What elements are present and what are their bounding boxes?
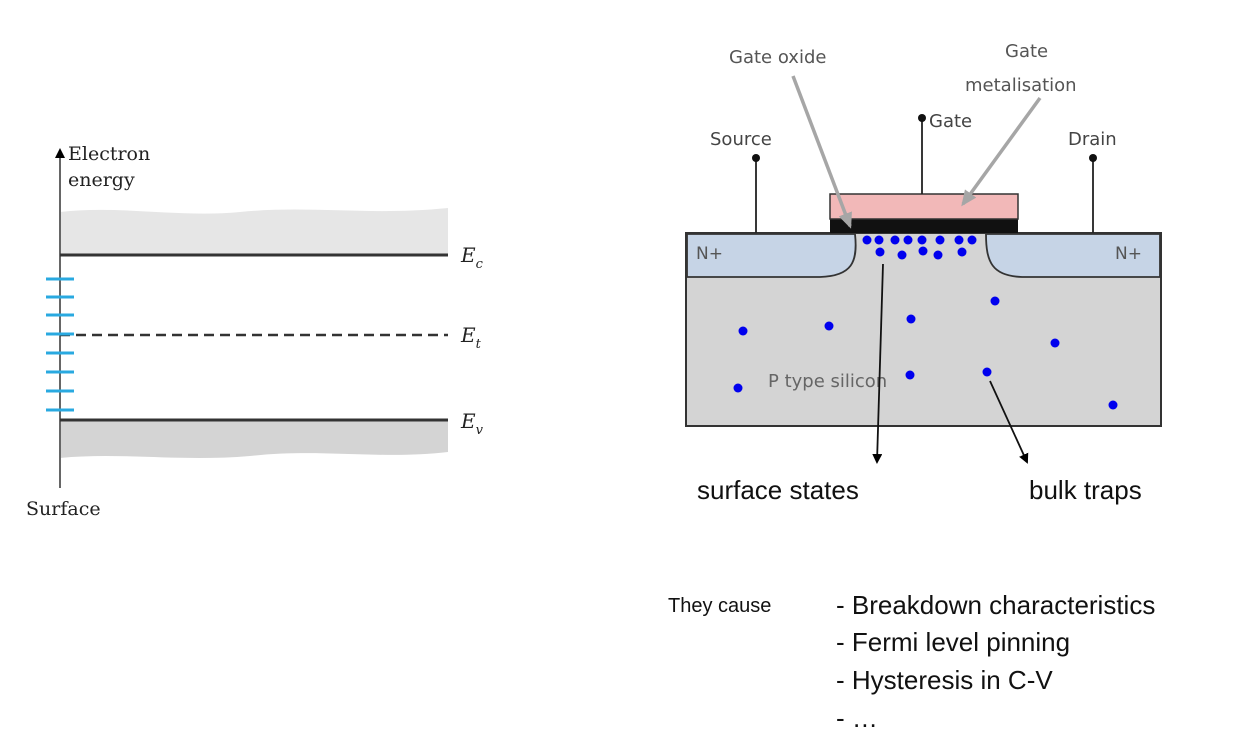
- surface-states-label: surface states: [697, 475, 859, 505]
- gate-metal: [829, 193, 1019, 220]
- surface-state-dot: [957, 247, 967, 257]
- effect-item: - Hysteresis in C-V: [836, 665, 1053, 695]
- n-plus-source-region: [686, 233, 857, 278]
- surface-label: Surface: [26, 498, 101, 520]
- surface-state-dot: [918, 246, 928, 256]
- bulk-trap-dot: [733, 383, 743, 393]
- effects-lead: They cause: [668, 595, 771, 617]
- effect-item: - Breakdown characteristics: [836, 590, 1155, 620]
- bulk-trap-dots: [733, 296, 1118, 410]
- bulk-traps-label: bulk traps: [1029, 475, 1142, 505]
- gate-metal-label-line2: metalisation: [965, 75, 1077, 96]
- surface-state-dot: [862, 235, 872, 245]
- surface-state-dot: [874, 235, 884, 245]
- gate-label: Gate: [929, 111, 972, 132]
- drain-label: Drain: [1068, 129, 1117, 150]
- n-plus-right-label: N+: [1115, 244, 1142, 264]
- bulk-trap-dot: [824, 321, 834, 331]
- bulk-trap-dot: [990, 296, 1000, 306]
- axis-label-line1: Electron: [68, 143, 150, 165]
- surface-state-dot: [935, 235, 945, 245]
- gate-oxide-label: Gate oxide: [729, 47, 826, 68]
- mosfet-diagram: Source Gate Drain Gate oxide Gate metali…: [685, 41, 1162, 505]
- bulk-trap-dot: [738, 326, 748, 336]
- surface-state-dot: [954, 235, 964, 245]
- bulk-trap-dot: [905, 370, 915, 380]
- surface-state-dots: [862, 235, 977, 260]
- n-plus-drain-region: [985, 233, 1161, 278]
- bulk-trap-dot: [1108, 400, 1118, 410]
- drain-terminal: [1089, 154, 1097, 162]
- gate-oxide: [830, 219, 1018, 233]
- valence-band-region: [60, 420, 448, 458]
- surface-state-ticks: [46, 277, 74, 412]
- surface-state-dot: [890, 235, 900, 245]
- surface-state-dot: [897, 250, 907, 260]
- source-terminal: [752, 154, 760, 162]
- gate-oxide-pointer: [791, 75, 852, 229]
- surface-state-dot: [967, 235, 977, 245]
- axis-label-line2: energy: [68, 169, 135, 191]
- substrate-label: P type silicon: [768, 371, 887, 392]
- effect-item: - …: [836, 703, 878, 733]
- surface-state-dot: [933, 250, 943, 260]
- bulk-trap-dot: [982, 367, 992, 377]
- band-diagram: Electron energy Surface Ec Et Ev: [26, 143, 484, 520]
- bulk-traps-pointer: [989, 380, 1029, 464]
- surface-states-pointer: [872, 263, 884, 464]
- effects-list: They cause - Breakdown characteristics -…: [668, 590, 1155, 733]
- surface-state-dot: [917, 235, 927, 245]
- gate-metal-pointer: [961, 96, 1042, 207]
- gate-metal-label-line1: Gate: [1005, 41, 1048, 62]
- bulk-trap-dot: [906, 314, 916, 324]
- ev-label: Ev: [460, 409, 484, 438]
- surface-state-dot: [903, 235, 913, 245]
- source-label: Source: [710, 129, 772, 150]
- effect-item: - Fermi level pinning: [836, 627, 1070, 657]
- ec-label: Ec: [460, 243, 484, 272]
- n-plus-left-label: N+: [696, 244, 723, 264]
- bulk-trap-dot: [1050, 338, 1060, 348]
- surface-state-dot: [875, 247, 885, 257]
- et-label: Et: [460, 323, 482, 352]
- gate-terminal: [918, 114, 926, 122]
- conduction-band-region: [60, 208, 448, 255]
